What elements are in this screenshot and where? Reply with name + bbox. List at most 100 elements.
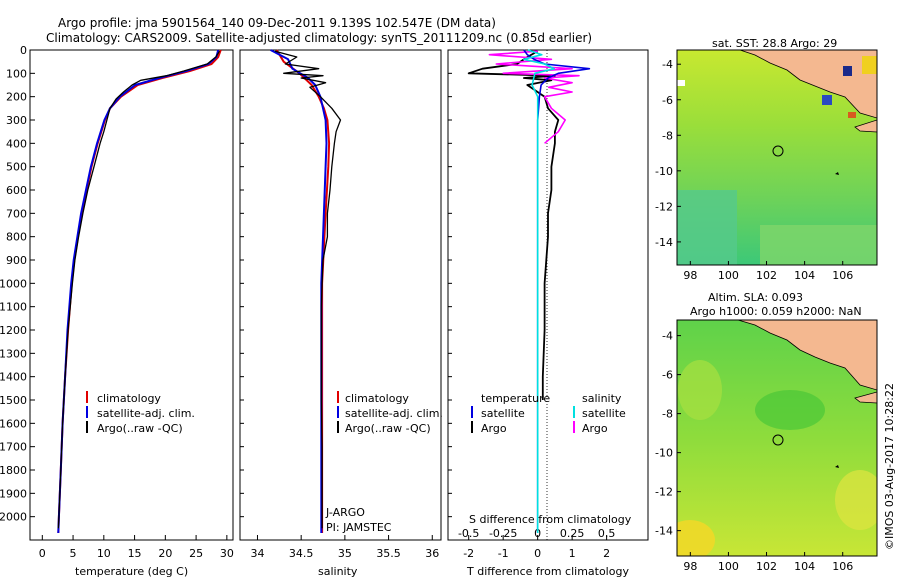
legend-swatch-satellite xyxy=(86,406,88,418)
salinity-profiles xyxy=(270,49,342,533)
depth-tick-label: 400 xyxy=(6,137,27,150)
difference-legend: temperature salinity satellite Argo sate… xyxy=(471,392,626,435)
salinity-x-tick-label: 35.5 xyxy=(376,547,401,560)
depth-tick-label: 700 xyxy=(6,207,27,220)
island-marker xyxy=(835,172,839,175)
map-lon-label: 106 xyxy=(832,560,853,573)
legend-header-temperature: temperature xyxy=(481,392,550,405)
depth-tick-label: 800 xyxy=(6,231,27,244)
diff-line-s-satellite xyxy=(523,49,556,533)
difference-x-axis: -2 -1 0 1 2 -0.5 -0.25 0 0.25 0.5 xyxy=(458,527,615,560)
sla-map-axes: 98 100 102 104 106 -4 -6 -8 -10 -12 -14 xyxy=(655,330,853,573)
map-lat-label: -4 xyxy=(662,330,673,343)
salinity-line-argo xyxy=(274,50,342,529)
depth-tick-label: 1200 xyxy=(0,324,27,337)
depth-tick-label: 900 xyxy=(6,254,27,267)
temperature-x-tick-label: 20 xyxy=(158,547,172,560)
temperature-x-tick-label: 10 xyxy=(97,547,111,560)
title-line-2: Climatology: CARS2009. Satellite-adjuste… xyxy=(46,31,592,45)
depth-tick-label: 0 xyxy=(20,44,27,57)
legend-swatch-s-argo xyxy=(573,421,575,433)
s-difference-tick-label: 0.25 xyxy=(560,527,585,540)
temperature-x-axis: 0 5 10 15 20 25 30 xyxy=(39,535,234,560)
temperature-line-climatology xyxy=(57,49,222,534)
legend-label-s-argo: Argo xyxy=(582,422,608,435)
map-lat-label: -6 xyxy=(662,369,673,382)
depth-tick-label: 100 xyxy=(6,67,27,80)
depth-tick-label: 1400 xyxy=(0,371,27,384)
difference-panel xyxy=(447,49,649,541)
sla-map xyxy=(677,320,877,556)
s-difference-tick-label: 0 xyxy=(534,527,541,540)
salinity-x-axis: 34 34.5 35 35.5 36 xyxy=(250,535,439,560)
map-lat-label: -4 xyxy=(662,58,673,71)
temperature-xlabel: temperature (deg C) xyxy=(75,565,188,578)
map-lat-label: -12 xyxy=(655,486,673,499)
map-lon-label: 106 xyxy=(832,269,853,282)
map-lat-label: -6 xyxy=(662,94,673,107)
annotation-jargo: J-ARGO xyxy=(325,506,365,519)
map-lon-label: 102 xyxy=(756,269,777,282)
t-difference-x-tick-label: 2 xyxy=(603,547,610,560)
temperature-x-tick-label: 30 xyxy=(220,547,234,560)
s-difference-tick-label: 0.5 xyxy=(598,527,616,540)
legend-swatch-t-argo xyxy=(471,421,473,433)
map-lat-label: -8 xyxy=(662,129,673,142)
land-java xyxy=(854,119,877,133)
t-difference-x-tick-label: -2 xyxy=(463,547,474,560)
salinity-x-tick-label: 34.5 xyxy=(289,547,314,560)
depth-tick-label: 1900 xyxy=(0,487,27,500)
depth-tick-label: 1800 xyxy=(0,464,27,477)
land-sumatra xyxy=(737,320,877,391)
salinity-x-tick-label: 35 xyxy=(338,547,352,560)
depth-axis: 0 100 200 300 400 500 600 700 800 900 1000 1100 1200… xyxy=(0,44,452,524)
credit-text: ©IMOS 03-Aug-2017 10:28:22 xyxy=(883,383,896,550)
sst-map xyxy=(677,50,877,265)
temperature-profiles xyxy=(57,49,222,534)
s-difference-xlabel: S difference from climatology xyxy=(469,513,632,526)
land-sumatra xyxy=(739,50,877,119)
depth-tick-label: 1500 xyxy=(0,394,27,407)
legend-swatch-s-satellite xyxy=(573,406,575,418)
temperature-x-tick-label: 15 xyxy=(128,547,142,560)
legend-swatch-satellite xyxy=(337,406,339,418)
legend-swatch-climatology xyxy=(337,391,339,403)
map-lon-label: 100 xyxy=(718,269,739,282)
salinity-panel xyxy=(239,49,442,541)
map-lon-label: 104 xyxy=(794,269,815,282)
map-lat-label: -12 xyxy=(655,200,673,213)
diff-line-s-argo xyxy=(488,50,580,144)
legend-label-climatology: climatology xyxy=(345,392,409,405)
legend-swatch-argo xyxy=(86,421,88,433)
temperature-x-tick-label: 0 xyxy=(39,547,46,560)
temperature-legend: climatology satellite-adj. clim. Argo(..… xyxy=(86,391,195,435)
salinity-x-tick-label: 34 xyxy=(250,547,264,560)
depth-tick-label: 200 xyxy=(6,91,27,104)
argo-location-marker xyxy=(772,434,784,446)
title-line-1: Argo profile: jma 5901564_140 09-Dec-201… xyxy=(58,16,496,30)
map-lat-label: -10 xyxy=(655,447,673,460)
t-difference-x-tick-label: 1 xyxy=(569,547,576,560)
legend-label-s-satellite: satellite xyxy=(582,407,626,420)
map-lat-label: -14 xyxy=(655,525,673,538)
sst-map-title: sat. SST: 28.8 Argo: 29 xyxy=(712,37,837,50)
map-lat-label: -10 xyxy=(655,165,673,178)
temperature-line-satelliteadjclim xyxy=(57,49,220,534)
depth-tick-label: 600 xyxy=(6,184,27,197)
depth-tick-label: 1100 xyxy=(0,301,27,314)
temperature-panel xyxy=(29,49,234,541)
difference-profiles xyxy=(467,49,591,533)
map-lon-label: 104 xyxy=(794,560,815,573)
map-lon-label: 98 xyxy=(683,560,697,573)
depth-tick-label: 1600 xyxy=(0,417,27,430)
legend-label-climatology: climatology xyxy=(97,392,161,405)
t-difference-x-tick-label: 0 xyxy=(534,547,541,560)
salinity-x-tick-label: 36 xyxy=(425,547,439,560)
depth-tick-label: 1300 xyxy=(0,347,27,360)
diff-line-t-satellite xyxy=(523,49,591,533)
map-lon-label: 100 xyxy=(718,560,739,573)
legend-swatch-argo xyxy=(337,421,339,433)
sst-map-axes: 98 100 102 104 106 -4 -6 -8 -10 -12 -14 xyxy=(655,58,853,282)
legend-swatch-t-satellite xyxy=(471,406,473,418)
legend-label-argo: Argo(..raw -QC) xyxy=(97,422,183,435)
